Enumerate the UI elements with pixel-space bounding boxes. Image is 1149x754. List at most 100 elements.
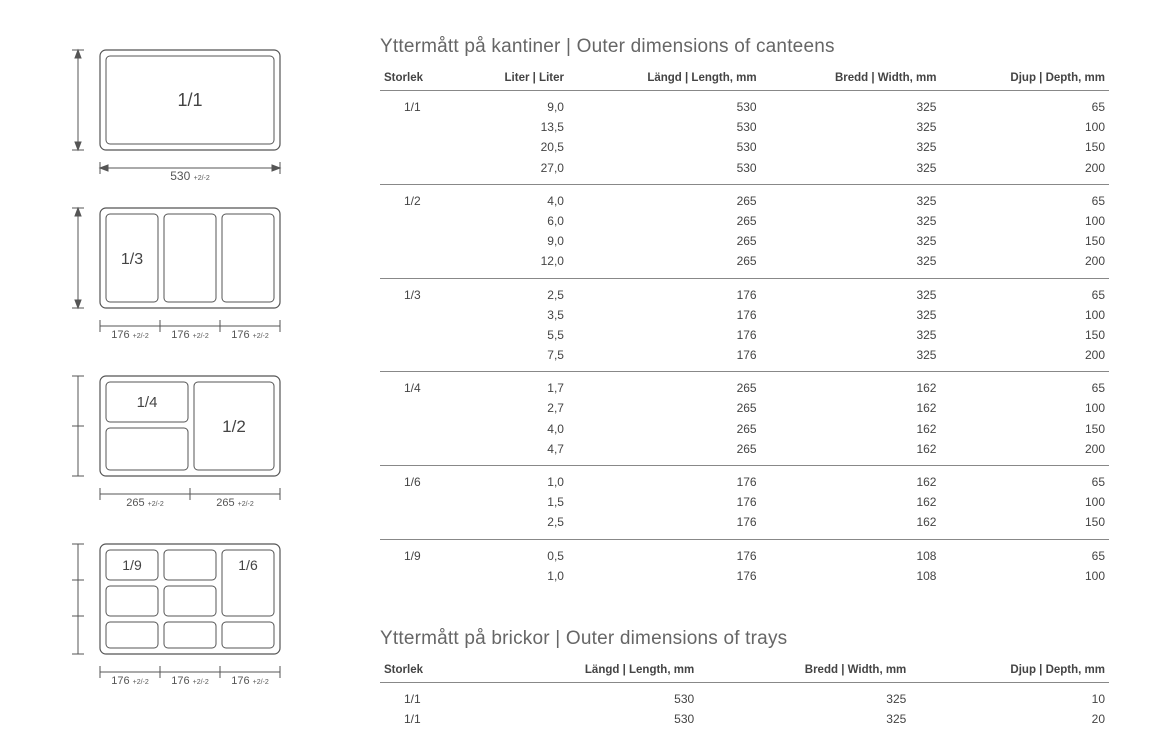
data-cell: 27,0	[457, 158, 568, 185]
size-cell	[380, 158, 457, 185]
data-cell: 100	[940, 117, 1109, 137]
data-cell: 1,5	[457, 492, 568, 512]
data-cell: 176	[568, 492, 761, 512]
data-cell: 325	[761, 91, 941, 118]
canteens-header: Liter | Liter	[457, 66, 568, 91]
data-cell: 530	[471, 709, 698, 729]
size-cell	[380, 419, 457, 439]
size-cell	[380, 251, 457, 278]
size-cell	[380, 512, 457, 539]
svg-text:1/1: 1/1	[177, 90, 202, 110]
canteens-header: Djup | Depth, mm	[940, 66, 1109, 91]
data-cell: 325	[761, 158, 941, 185]
data-cell: 100	[940, 398, 1109, 418]
tables-column: Yttermått på kantiner | Outer dimensions…	[380, 20, 1109, 734]
data-cell: 162	[761, 512, 941, 539]
data-cell: 200	[940, 158, 1109, 185]
data-cell: 176	[568, 305, 761, 325]
data-cell: 265	[568, 211, 761, 231]
data-cell: 4,0	[457, 419, 568, 439]
size-cell	[380, 137, 457, 157]
data-cell: 65	[940, 91, 1109, 118]
data-cell: 4,0	[457, 184, 568, 211]
diagram-1-4-1-2: 162 162 1/4 1/2 265 +2/-2 265 +2/-2	[70, 366, 330, 516]
svg-text:108: 108	[70, 626, 73, 643]
data-cell: 100	[940, 305, 1109, 325]
data-cell: 65	[940, 372, 1109, 399]
data-cell: 12,0	[457, 251, 568, 278]
data-cell: 325	[761, 251, 941, 278]
data-cell: 162	[761, 439, 941, 466]
data-cell: 108	[761, 539, 941, 566]
data-cell: 6,0	[457, 211, 568, 231]
data-cell: 2,5	[457, 278, 568, 305]
data-cell: 325	[761, 231, 941, 251]
data-cell: 176	[568, 278, 761, 305]
svg-text:1/4: 1/4	[137, 394, 158, 411]
svg-text:176 +2/-2: 176 +2/-2	[111, 329, 149, 341]
data-cell: 3,5	[457, 305, 568, 325]
data-cell: 4,7	[457, 439, 568, 466]
data-cell: 20,5	[457, 137, 568, 157]
trays-header: Längd | Length, mm	[471, 658, 698, 683]
data-cell: 162	[761, 398, 941, 418]
size-cell: 1/4	[380, 372, 457, 399]
data-cell: 65	[940, 278, 1109, 305]
size-cell: 1/3	[380, 278, 457, 305]
svg-text:265 +2/-2: 265 +2/-2	[216, 497, 254, 509]
data-cell: 325	[698, 709, 910, 729]
data-cell: 176	[568, 512, 761, 539]
data-cell: 176	[568, 466, 761, 493]
data-cell: 7,5	[457, 345, 568, 372]
data-cell: 530	[568, 91, 761, 118]
trays-table: StorlekLängd | Length, mmBredd | Width, …	[380, 658, 1109, 729]
size-cell	[380, 566, 457, 592]
data-cell: 265	[568, 184, 761, 211]
data-cell: 530	[568, 137, 761, 157]
size-cell: 1/9	[380, 539, 457, 566]
svg-text:530 +2/-2: 530 +2/-2	[170, 169, 210, 180]
data-cell: 325	[761, 305, 941, 325]
data-cell: 162	[761, 372, 941, 399]
svg-text:1/2: 1/2	[222, 417, 246, 436]
size-cell: 1/1	[380, 709, 471, 729]
svg-text:162: 162	[70, 442, 73, 460]
data-cell: 325	[761, 137, 941, 157]
size-cell	[380, 305, 457, 325]
svg-text:176 +2/-2: 176 +2/-2	[171, 329, 209, 341]
data-cell: 325	[761, 345, 941, 372]
svg-text:265 +2/-2: 265 +2/-2	[126, 497, 164, 509]
svg-text:176 +2/-2: 176 +2/-2	[171, 675, 209, 687]
data-cell: 150	[940, 512, 1109, 539]
data-cell: 176	[568, 566, 761, 592]
data-cell: 1,7	[457, 372, 568, 399]
data-cell: 325	[761, 117, 941, 137]
data-cell: 200	[940, 251, 1109, 278]
data-cell: 65	[940, 466, 1109, 493]
size-cell	[380, 117, 457, 137]
size-cell: 1/1	[380, 91, 457, 118]
data-cell: 150	[940, 325, 1109, 345]
data-cell: 176	[568, 325, 761, 345]
data-cell: 150	[940, 419, 1109, 439]
data-cell: 265	[568, 251, 761, 278]
size-cell: 1/6	[380, 466, 457, 493]
diagram-1-1: 325 1/1 530 +2/-2	[70, 40, 330, 180]
data-cell: 530	[568, 158, 761, 185]
data-cell: 265	[568, 439, 761, 466]
svg-text:162: 162	[70, 392, 73, 410]
svg-text:176 +2/-2: 176 +2/-2	[231, 329, 269, 341]
data-cell: 100	[940, 566, 1109, 592]
data-cell: 100	[940, 211, 1109, 231]
canteens-table: StorlekLiter | LiterLängd | Length, mmBr…	[380, 66, 1109, 592]
data-cell: 325	[761, 184, 941, 211]
size-cell: 1/1	[380, 682, 471, 709]
data-cell: 265	[568, 231, 761, 251]
canteens-title: Yttermått på kantiner | Outer dimensions…	[380, 36, 1109, 58]
data-cell: 2,7	[457, 398, 568, 418]
data-cell: 200	[940, 439, 1109, 466]
data-cell: 20	[910, 709, 1109, 729]
size-cell	[380, 231, 457, 251]
size-cell	[380, 492, 457, 512]
data-cell: 5,5	[457, 325, 568, 345]
